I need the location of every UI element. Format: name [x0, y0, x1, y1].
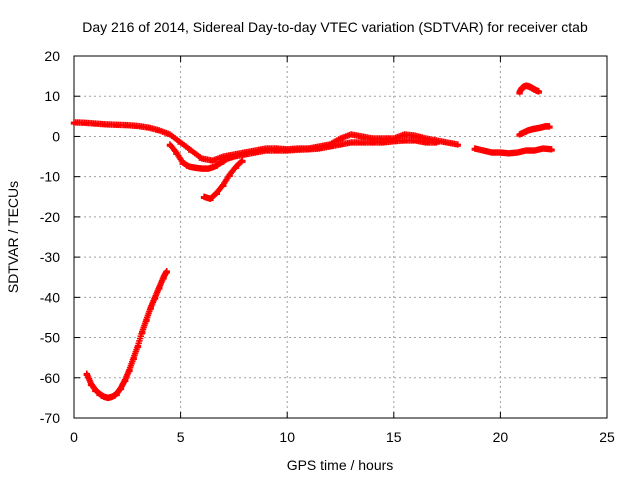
- y-tick-label: -60: [40, 370, 60, 386]
- data-point: [239, 157, 246, 164]
- y-tick-label: 0: [52, 128, 60, 144]
- y-tick-label: -10: [40, 169, 60, 185]
- series-trace-lower-band: [166, 137, 440, 172]
- x-tick-label: 20: [493, 429, 509, 445]
- y-tick-label: 10: [44, 88, 60, 104]
- series-trace-arc-mid: [516, 123, 553, 138]
- y-tick-label: 20: [44, 48, 60, 64]
- data-point: [454, 141, 461, 148]
- y-tick-label: -30: [40, 249, 60, 265]
- x-axis-label: GPS time / hours: [287, 457, 394, 473]
- y-tick-label: -70: [40, 410, 60, 426]
- y-tick-label: -20: [40, 209, 60, 225]
- grid-layer: [74, 56, 607, 418]
- data-points: [70, 82, 555, 402]
- series-trace-dip: [83, 267, 170, 402]
- x-tick-label: 25: [599, 429, 615, 445]
- series-trace-arc-high: [516, 82, 542, 96]
- series-trace-ramp: [200, 157, 246, 202]
- y-tick-label: -50: [40, 330, 60, 346]
- y-axis-label: SDTVAR / TECUs: [5, 181, 21, 293]
- series-trace-late: [471, 145, 555, 157]
- data-point: [433, 139, 440, 146]
- data-point: [546, 123, 553, 130]
- data-point: [163, 267, 170, 275]
- tick-layer: 0 5 10 15 20 25 20 10 0 -10 -20 -30 -40 -50 -60 -70: [40, 48, 615, 445]
- x-tick-label: 15: [386, 429, 402, 445]
- data-point: [548, 146, 555, 153]
- y-tick-label: -40: [40, 289, 60, 305]
- data-point: [535, 88, 542, 95]
- plot-frame: [73, 55, 608, 419]
- x-tick-label: 10: [279, 429, 295, 445]
- x-tick-label: 5: [177, 429, 185, 445]
- x-tick-label: 0: [70, 429, 78, 445]
- chart-title: Day 216 of 2014, Sidereal Day-to-day VTE…: [82, 19, 588, 35]
